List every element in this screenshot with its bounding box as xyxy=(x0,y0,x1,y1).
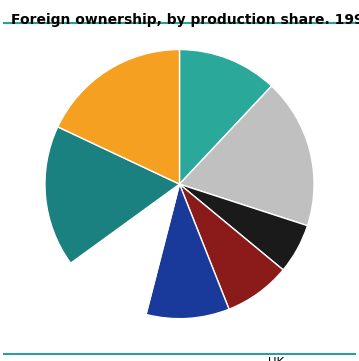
Wedge shape xyxy=(71,184,180,314)
Wedge shape xyxy=(146,184,229,319)
Wedge shape xyxy=(180,184,307,270)
Wedge shape xyxy=(45,127,180,263)
Wedge shape xyxy=(180,49,272,184)
Wedge shape xyxy=(180,184,283,309)
Text: Foreign ownership, by production share. 1999: Foreign ownership, by production share. … xyxy=(11,13,359,27)
Wedge shape xyxy=(180,86,314,226)
Wedge shape xyxy=(58,49,180,184)
Text: UK
8 per cent: UK 8 per cent xyxy=(246,356,307,361)
